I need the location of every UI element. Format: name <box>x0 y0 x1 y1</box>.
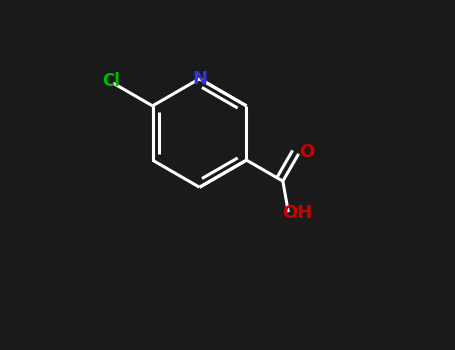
Text: N: N <box>192 70 207 88</box>
Text: Cl: Cl <box>102 72 120 90</box>
Text: O: O <box>298 143 314 161</box>
Text: OH: OH <box>282 204 312 222</box>
